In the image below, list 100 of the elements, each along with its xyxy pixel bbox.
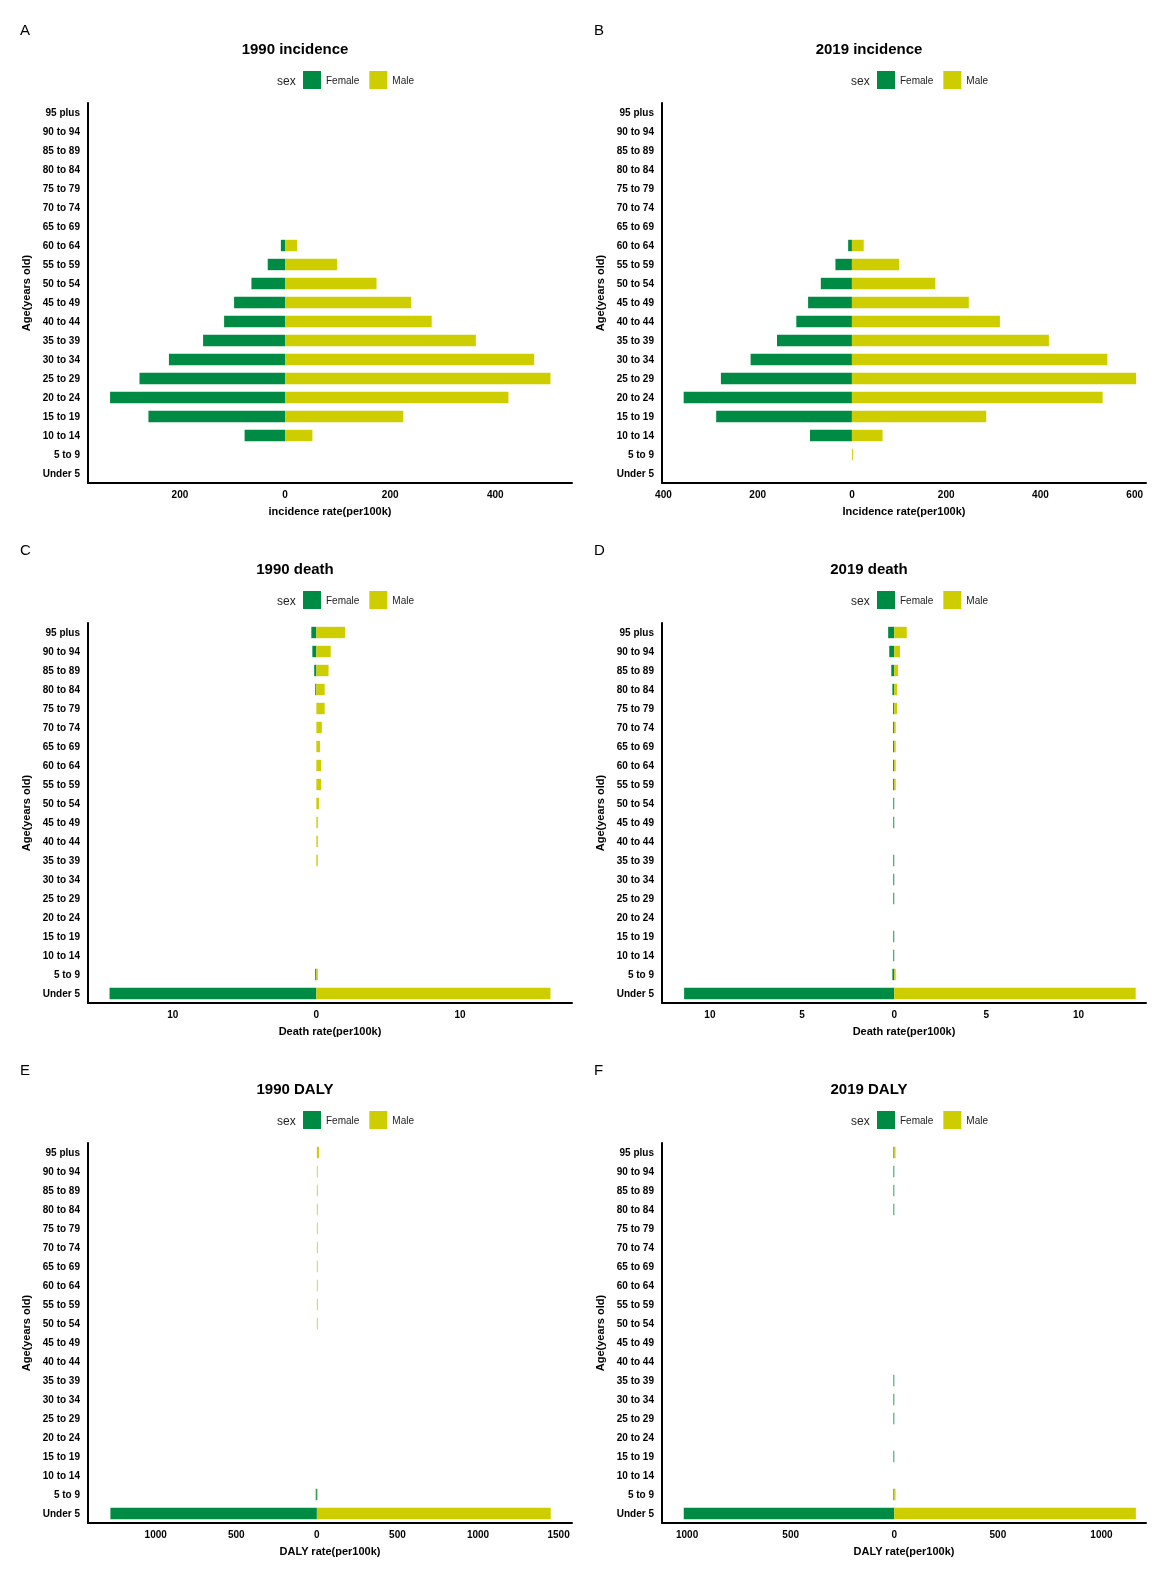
y-tick-label: Under 5	[42, 468, 81, 479]
y-tick-label: 95 plus	[619, 1147, 655, 1158]
y-tick-label: 30 to 34	[616, 354, 655, 365]
y-tick-label: 95 plus	[45, 107, 81, 118]
y-tick-label: 75 to 79	[616, 703, 655, 714]
y-tick-label: 20 to 24	[616, 912, 655, 923]
y-tick-label: 90 to 94	[616, 1166, 655, 1177]
y-tick-label: 60 to 64	[42, 240, 81, 251]
y-tick-label: 45 to 49	[616, 297, 655, 308]
y-tick-label: 10 to 14	[42, 430, 81, 441]
y-tick-label: 30 to 34	[42, 354, 81, 365]
y-tick-label: 35 to 39	[616, 855, 655, 866]
y-tick-label: 20 to 24	[616, 1432, 655, 1443]
y-tick-label: Under 5	[616, 988, 655, 999]
y-tick-label: 70 to 74	[616, 1242, 655, 1253]
y-tick-label: 50 to 54	[616, 1318, 655, 1329]
y-tick-label: 25 to 29	[616, 1413, 655, 1424]
legend-title: sex	[277, 594, 296, 608]
y-tick-label: 80 to 84	[42, 684, 81, 695]
y-tick-label: 50 to 54	[616, 798, 655, 809]
x-tick-label: 500	[227, 1528, 246, 1540]
x-tick-label: 0	[849, 488, 856, 500]
x-tick-label: 500	[989, 1528, 1007, 1540]
y-tick-label: 65 to 69	[42, 1261, 81, 1272]
y-axis-title: Age(years old)	[20, 1294, 33, 1372]
y-tick-label: 30 to 34	[42, 874, 81, 885]
x-axis-title: incidence rate(per100k)	[268, 504, 392, 517]
legend-label: Male	[966, 594, 989, 606]
y-tick-label: 30 to 34	[42, 1394, 81, 1405]
y-tick-label: 75 to 79	[616, 183, 655, 194]
x-tick-label: 200	[749, 488, 767, 500]
y-axis-title: Age(years old)	[594, 1294, 607, 1372]
x-tick-label: 1000	[144, 1528, 168, 1540]
x-tick-label: 0	[282, 488, 289, 500]
y-tick-label: 65 to 69	[42, 221, 81, 232]
y-tick-label: 40 to 44	[616, 1356, 655, 1367]
y-tick-label: 85 to 89	[616, 1185, 655, 1196]
x-axis-title: Death rate(per100k)	[278, 1024, 382, 1037]
y-tick-label: 10 to 14	[42, 950, 81, 961]
x-tick-label: 1000	[675, 1528, 699, 1540]
x-tick-label: 200	[937, 488, 955, 500]
x-tick-label: 400	[655, 488, 673, 500]
y-tick-label: 50 to 54	[42, 1318, 81, 1329]
y-tick-label: 30 to 34	[616, 874, 655, 885]
y-tick-label: 80 to 84	[616, 684, 655, 695]
y-tick-label: 5 to 9	[627, 449, 655, 460]
y-tick-label: Under 5	[42, 1508, 81, 1519]
y-tick-label: 55 to 59	[616, 779, 655, 790]
y-tick-label: 80 to 84	[42, 164, 81, 175]
y-tick-label: 80 to 84	[42, 1204, 81, 1215]
x-tick-label: 1000	[1090, 1528, 1114, 1540]
text: E	[20, 1061, 31, 1078]
x-tick-label: 5	[799, 1008, 806, 1020]
y-tick-label: 40 to 44	[616, 316, 655, 327]
text: A	[20, 21, 31, 38]
text: F	[594, 1061, 604, 1078]
y-tick-label: 40 to 44	[616, 836, 655, 847]
legend-label: Female	[326, 1114, 360, 1126]
x-tick-label: 0	[313, 1008, 320, 1020]
x-tick-label: 0	[314, 1528, 321, 1540]
y-axis-title: Age(years old)	[20, 774, 33, 852]
y-tick-label: 40 to 44	[42, 1356, 81, 1367]
x-tick-label: 0	[891, 1528, 898, 1540]
x-tick-label: 5	[983, 1008, 990, 1020]
y-tick-label: 85 to 89	[616, 145, 655, 156]
y-tick-label: 5 to 9	[627, 969, 655, 980]
y-tick-label: 20 to 24	[42, 912, 81, 923]
y-tick-label: 90 to 94	[42, 646, 81, 657]
y-tick-label: 15 to 19	[42, 411, 81, 422]
y-tick-label: 35 to 39	[42, 855, 81, 866]
y-tick-label: 80 to 84	[616, 164, 655, 175]
text: C	[20, 541, 31, 558]
x-tick-label: 1500	[547, 1528, 571, 1540]
y-tick-label: 70 to 74	[42, 202, 81, 213]
x-tick-label: 200	[171, 488, 189, 500]
x-tick-label: 0	[891, 1008, 898, 1020]
y-tick-label: 75 to 79	[42, 1223, 81, 1234]
y-tick-label: 25 to 29	[42, 1413, 81, 1424]
y-tick-label: 85 to 89	[42, 665, 81, 676]
y-tick-label: 35 to 39	[616, 1375, 655, 1386]
x-tick-label: 600	[1126, 488, 1144, 500]
y-tick-label: 25 to 29	[616, 893, 655, 904]
y-tick-label: 70 to 74	[616, 722, 655, 733]
x-tick-label: 10	[167, 1008, 179, 1020]
y-tick-label: 10 to 14	[616, 430, 655, 441]
x-tick-label: 500	[389, 1528, 407, 1540]
y-tick-label: 5 to 9	[53, 969, 81, 980]
legend-title: sex	[851, 594, 870, 608]
y-tick-label: 5 to 9	[53, 1489, 81, 1500]
y-tick-label: 40 to 44	[42, 836, 81, 847]
y-tick-label: Under 5	[616, 468, 655, 479]
y-tick-label: 25 to 29	[42, 373, 81, 384]
x-axis-title: Death rate(per100k)	[852, 1024, 956, 1037]
y-tick-label: 10 to 14	[42, 1470, 81, 1481]
chart-title: 2019 death	[830, 560, 908, 577]
legend-label: Male	[392, 74, 415, 86]
legend-label: Female	[326, 594, 360, 606]
y-tick-label: 35 to 39	[616, 335, 655, 346]
legend-title: sex	[277, 1114, 296, 1128]
y-tick-label: 15 to 19	[616, 1451, 655, 1462]
